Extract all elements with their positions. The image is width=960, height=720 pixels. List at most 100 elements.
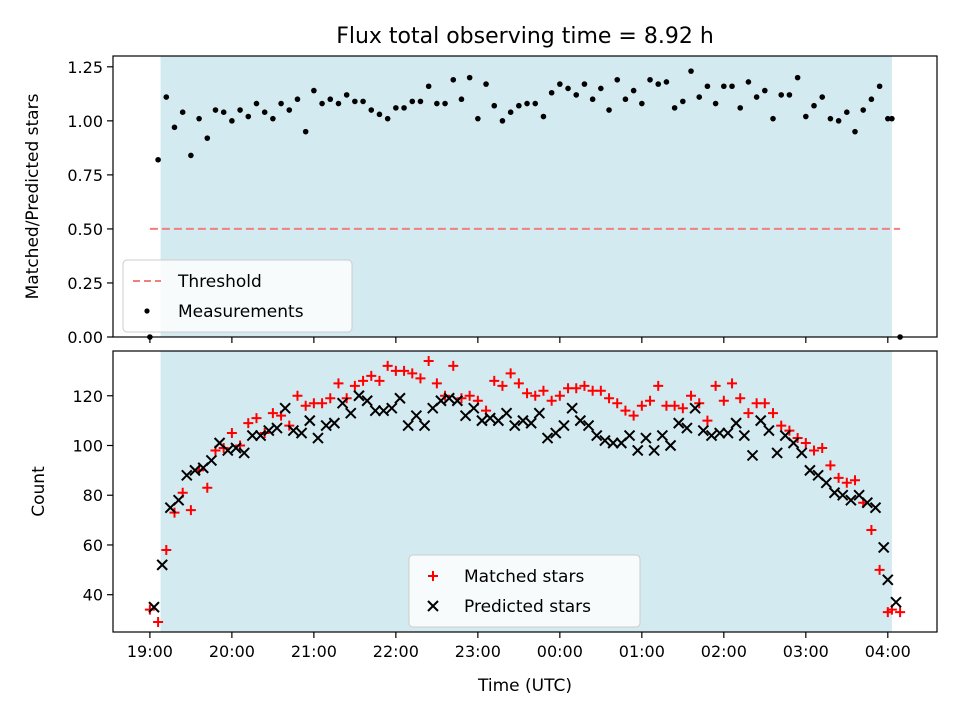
predicted-star-marker	[837, 489, 849, 501]
x-tick-label: 02:00	[701, 642, 747, 661]
matched-star-marker	[612, 398, 623, 409]
measurement-point	[220, 109, 227, 115]
predicted-star-marker	[222, 444, 234, 457]
measurement-point	[286, 107, 293, 113]
measurement-point	[844, 109, 850, 115]
matched-star-marker	[538, 385, 549, 396]
predicted-star-marker	[877, 541, 890, 554]
x-axis-label: Time (UTC)	[477, 676, 572, 696]
predicted-star-marker	[205, 454, 218, 467]
count-panel: 40 60 80 100 120 19:00 20:00 21:00 22:00 23:00 00:…	[29, 350, 938, 696]
predicted-star-marker	[882, 574, 894, 586]
predicted-star-marker	[345, 407, 357, 419]
predicted-star-marker	[361, 395, 373, 407]
predicted-star-marker	[648, 444, 660, 457]
predicted-star-marker	[172, 494, 185, 506]
measurement-point	[376, 111, 383, 118]
matched-star-marker	[604, 393, 615, 404]
x-tick-label: 03:00	[783, 642, 829, 661]
matched-star-marker	[333, 378, 344, 389]
matched-star-marker	[653, 380, 664, 391]
predicted-star-marker	[304, 414, 316, 427]
predicted-star-marker	[714, 427, 726, 439]
measurement-point	[360, 98, 366, 105]
matched-star-marker	[628, 410, 639, 421]
measurement-point	[302, 128, 309, 135]
measurement-point	[171, 124, 178, 131]
predicted-star-marker	[558, 419, 570, 432]
predicted-star-marker	[582, 419, 595, 432]
measurement-point	[261, 109, 268, 115]
predicted-star-marker	[353, 390, 365, 402]
predicted-star-marker	[755, 414, 767, 427]
predicted-star-marker	[820, 477, 833, 489]
x-tick-label: 23:00	[455, 642, 501, 661]
predicted-star-marker	[697, 424, 710, 437]
matched-star-marker	[202, 482, 213, 493]
matched-star-marker	[686, 390, 697, 401]
predicted-star-marker	[681, 422, 693, 434]
predicted-star-marker	[287, 424, 300, 437]
predicted-star-marker	[656, 429, 669, 442]
matched-star-marker	[895, 607, 906, 618]
measurement-point	[516, 102, 522, 109]
matched-star-marker	[431, 378, 442, 389]
predicted-star-marker	[271, 422, 283, 434]
matched-star-marker	[874, 564, 885, 575]
measurement-point	[565, 85, 571, 92]
matched-star-marker	[579, 380, 590, 391]
predicted-star-marker	[394, 392, 406, 404]
predicted-star-marker	[320, 419, 332, 432]
predicted-star-marker	[525, 417, 537, 429]
matched-star-marker	[349, 380, 360, 391]
measurement-point	[794, 74, 801, 81]
matched-star-marker	[825, 460, 836, 471]
measurement-point	[442, 100, 448, 107]
legend-box	[408, 554, 641, 628]
y-tick-label: 40	[83, 586, 103, 605]
predicted-star-marker	[566, 402, 578, 414]
predicted-star-marker	[632, 444, 644, 457]
predicted-star-marker	[722, 427, 734, 439]
matched-star-marker	[702, 415, 713, 426]
measurement-point	[589, 96, 596, 103]
measurement-point	[507, 109, 514, 115]
predicted-star-marker	[279, 402, 291, 414]
measurement-point	[409, 98, 416, 105]
chart-title: Flux total observing time = 8.92 h	[336, 24, 714, 49]
matched-star-marker	[768, 408, 779, 419]
matched-star-marker	[505, 368, 516, 379]
predicted-star-marker	[828, 487, 841, 499]
matched-star-marker	[267, 408, 278, 419]
measurement-point	[737, 105, 744, 111]
x-tick-label: 00:00	[537, 642, 583, 661]
predicted-star-marker	[246, 429, 259, 442]
measurement-point	[745, 79, 752, 85]
measurement-point	[417, 98, 424, 105]
predicted-star-marker	[369, 404, 382, 417]
legend-label: Threshold	[177, 272, 262, 292]
measurement-point	[696, 94, 703, 100]
matched-star-marker	[464, 390, 475, 401]
predicted-star-marker	[623, 429, 636, 442]
predicted-star-marker	[890, 596, 902, 608]
measurement-point	[163, 94, 170, 100]
predicted-star-marker	[746, 449, 759, 462]
matched-star-marker	[226, 428, 237, 439]
measurement-point	[712, 100, 719, 107]
matched-star-marker	[669, 400, 680, 411]
measurement-point	[401, 105, 407, 111]
x-tick-label: 01:00	[619, 642, 665, 661]
matched-star-marker	[530, 390, 541, 401]
predicted-star-marker	[156, 559, 168, 571]
matched-star-marker	[153, 617, 164, 628]
predicted-star-marker	[796, 447, 808, 459]
y-tick-label: 1.00	[67, 112, 103, 131]
matched-star-marker	[366, 370, 377, 381]
predicted-star-marker	[738, 429, 751, 442]
predicted-star-marker	[763, 424, 775, 437]
legend-label: Measurements	[178, 302, 304, 322]
measurement-point	[835, 118, 842, 124]
predicted-star-marker	[574, 414, 587, 427]
y-tick-label: 80	[83, 486, 103, 505]
